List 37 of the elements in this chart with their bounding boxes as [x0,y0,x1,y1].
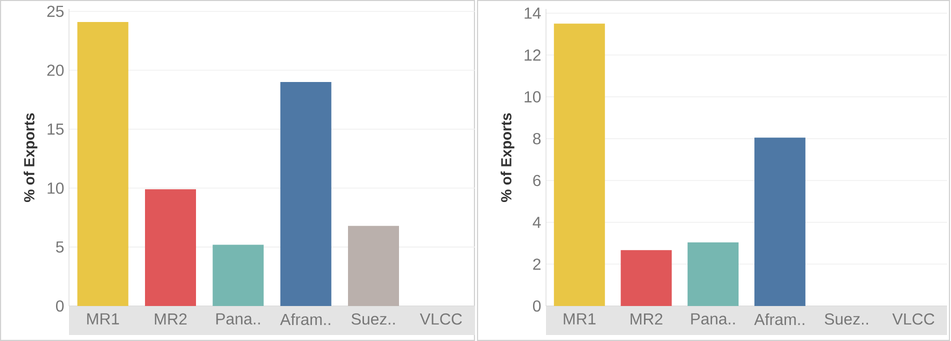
y-tick-label: 5 [56,241,64,253]
x-tick-label: MR2 [630,313,662,325]
y-axis-title: % of Exports [500,113,514,202]
x-tick-label: Pana.. [216,313,260,325]
x-tick-label: Pana.. [691,313,735,325]
x-tick-label: MR1 [87,313,119,324]
y-tick-label: 25 [47,6,64,17]
x-tick-label: Afram.. [280,313,330,326]
x-tick-label: VLCC [420,313,462,325]
y-tick-label: 0 [56,300,64,312]
y-tick-label: 2 [533,258,540,270]
x-tick-label: Suez.. [352,313,395,325]
bar [688,242,739,306]
x-tick-label: Suez.. [824,313,868,325]
bar [348,226,399,306]
bar [280,82,332,306]
x-tick-label: MR2 [154,313,187,325]
bar [77,22,128,306]
y-axis-title: % of Exports [24,113,38,202]
x-tick-label: VLCC [892,313,934,325]
x-tick-label: MR1 [564,313,596,324]
y-tick-label: 10 [524,91,541,102]
y-tick-label: 0 [533,300,541,312]
y-tick-label: 4 [532,216,541,228]
bar [145,189,196,306]
x-tick-label: Afram.. [754,313,804,326]
y-tick-label: 10 [48,182,64,194]
y-tick-label: 12 [524,49,540,61]
y-tick-label: 20 [47,64,64,76]
y-tick-label: 6 [533,174,541,186]
bar [554,24,605,306]
y-tick-label: 15 [48,124,64,135]
y-tick-label: 8 [533,133,541,144]
y-tick-label: 14 [524,8,541,19]
bar [212,244,264,306]
bar [754,138,806,306]
bar [620,250,672,306]
